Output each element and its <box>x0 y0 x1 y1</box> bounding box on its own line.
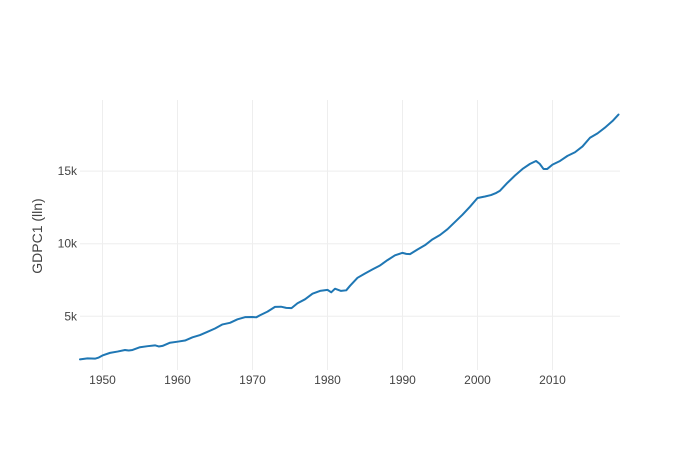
series-line <box>79 113 620 361</box>
y-tick-label: 10k <box>58 237 78 251</box>
x-tick-label: 1990 <box>389 373 416 387</box>
x-tick-label: 1960 <box>164 373 191 387</box>
y-axis-ticks: 5k 10k 15k <box>58 164 78 323</box>
series-layer <box>79 113 620 361</box>
x-tick-label: 1970 <box>239 373 266 387</box>
y-axis-title: GDPC1 (lln) <box>29 198 45 273</box>
y-tick-label: 15k <box>58 164 78 178</box>
y-tick-label: 5k <box>64 309 78 323</box>
x-axis-ticks: 1950 1960 1970 1980 1990 2000 2010 <box>89 373 566 387</box>
x-tick-label: 1980 <box>314 373 341 387</box>
y-gridlines <box>80 170 620 317</box>
x-tick-label: 2010 <box>539 373 566 387</box>
x-tick-label: 2000 <box>464 373 491 387</box>
x-tick-label: 1950 <box>89 373 116 387</box>
x-gridlines <box>102 100 553 370</box>
